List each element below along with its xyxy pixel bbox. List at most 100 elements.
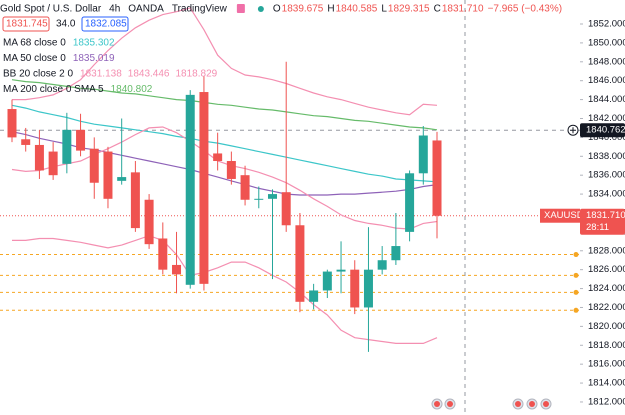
candle-body <box>391 246 401 261</box>
y-tick-label: 1840.000 <box>588 132 625 143</box>
candle-body <box>281 192 291 226</box>
y-tick-label: 1822.000 <box>588 302 625 313</box>
flag-icon-core <box>434 401 440 407</box>
y-tick-label: 1826.000 <box>588 264 625 275</box>
countdown: 28:11 <box>586 222 609 233</box>
indicator-name: MA 200 close 0 SMA 5 <box>3 84 104 95</box>
flag-icon-core <box>529 401 535 407</box>
y-tick-label: 1824.000 <box>588 283 625 294</box>
candle-body <box>254 198 264 200</box>
crosshair-label-box <box>580 123 625 138</box>
bid-box <box>2 16 50 32</box>
symbol-label: XAUUSD <box>544 210 584 221</box>
indicator-name: MA 50 close 0 <box>3 53 66 64</box>
symbol: Gold Spot / U.S. Dollar <box>0 4 102 15</box>
indicator-line <box>12 235 438 344</box>
candle-body <box>158 238 168 270</box>
ask-box <box>81 16 129 32</box>
ohlc-key: H <box>327 4 334 15</box>
y-tick-label: 1844.000 <box>588 94 625 105</box>
flag-icon-core <box>543 401 549 407</box>
y-tick-label: 1816.000 <box>588 359 625 370</box>
indicator-value: 1835.302 <box>73 38 115 49</box>
candle-body <box>377 260 387 270</box>
candle-body <box>7 109 17 138</box>
candle-body <box>21 139 31 145</box>
candle-body <box>48 151 58 176</box>
candle-body <box>267 194 277 199</box>
level-marker <box>573 272 579 278</box>
last-price-box <box>580 208 625 235</box>
spread: 34.0 <box>56 19 76 30</box>
indicator-line <box>11 126 438 230</box>
legend: Gold Spot / U.S. Dollar 4h OANDA TradingVie… <box>0 4 562 96</box>
candle-body <box>405 173 415 232</box>
candle-body <box>76 129 86 151</box>
axis-background <box>580 0 625 415</box>
candle-body <box>34 144 44 171</box>
level-marker <box>573 289 579 295</box>
price-axis: 1812.000 1814.000 1816.000 1818.000 1820.000… <box>573 0 625 415</box>
y-tick-label: 1850.000 <box>588 37 625 48</box>
candle-body <box>117 177 127 181</box>
indicator-line <box>12 7 438 116</box>
candle-body <box>240 175 250 200</box>
candle-body <box>130 172 140 229</box>
ohlc-value: 1840.585 <box>336 4 378 15</box>
indicator-line <box>11 104 438 183</box>
candle-body <box>226 161 236 179</box>
y-tick-label: 1848.000 <box>588 56 625 67</box>
y-tick-label: 1834.000 <box>588 189 625 200</box>
candle-body <box>185 94 195 285</box>
candle-body <box>172 264 182 275</box>
y-tick-label: 1820.000 <box>588 321 625 332</box>
level-marker <box>573 252 579 258</box>
y-tick-label: 1842.000 <box>588 113 625 124</box>
level-marker <box>573 307 579 313</box>
candle-body <box>322 271 332 291</box>
flag-icon-core <box>515 401 521 407</box>
y-tick-label: 1814.000 <box>588 378 625 389</box>
interval: 4h <box>109 4 120 15</box>
ohlc-key: O <box>273 4 281 15</box>
market-status <box>257 6 264 12</box>
y-tick-label: 1846.000 <box>588 75 625 86</box>
alert-icon <box>236 4 245 13</box>
y-tick-label: 1812.000 <box>588 396 625 407</box>
source: TradingView <box>172 4 228 15</box>
candle-body <box>295 225 305 302</box>
candle-body <box>363 269 373 308</box>
flag-icon-core <box>447 401 453 407</box>
indicator-name: MA 68 close 0 <box>3 38 66 49</box>
exchange: OANDA <box>128 4 164 15</box>
indicator-value: 1840.802 <box>111 84 153 95</box>
candle-body <box>213 153 223 162</box>
plot-area: XAUUSD <box>0 0 584 415</box>
candle-body <box>103 151 113 199</box>
candle-body <box>199 92 209 284</box>
y-tick-label: 1852.000 <box>588 19 625 30</box>
candle-body <box>336 269 346 272</box>
candle-body <box>418 135 428 174</box>
ohlc-key: C <box>434 4 441 15</box>
indicator-value: 1831.138 <box>80 69 122 80</box>
y-tick-label: 1818.000 <box>588 340 625 351</box>
candle-body <box>144 199 154 245</box>
candle-body <box>309 290 319 302</box>
symbol-box <box>540 208 580 223</box>
y-tick-label: 1838.000 <box>588 151 625 162</box>
candle-body <box>432 140 442 216</box>
ask: 1832.085 <box>85 19 127 30</box>
ohlc-value: 1829.315 <box>388 4 430 15</box>
ohlc-key: L <box>381 4 387 15</box>
candle-body <box>350 269 360 308</box>
y-tick-label: 1836.000 <box>588 170 625 181</box>
candle-body <box>62 129 72 164</box>
last-price-label: 1831.710 <box>586 210 625 221</box>
crosshair-label: 1840.762 <box>586 125 625 136</box>
event-flags <box>431 398 552 410</box>
indicator-value: 1835.019 <box>73 53 115 64</box>
y-tick-label: 1828.000 <box>588 245 625 256</box>
